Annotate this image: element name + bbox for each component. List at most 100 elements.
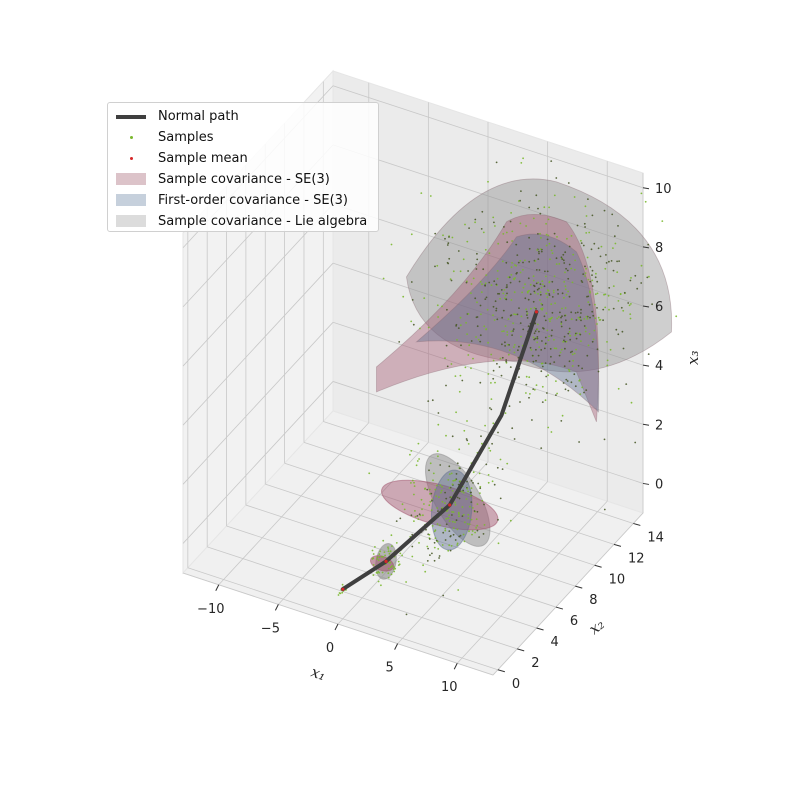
sample-point: [544, 336, 547, 339]
sample-point: [553, 245, 556, 248]
sample-point: [522, 157, 524, 160]
x3-tick-label: 10: [655, 182, 672, 197]
sample-point: [410, 514, 413, 517]
grid-x2-floor: [207, 546, 518, 650]
sample-point: [470, 479, 473, 482]
sample-point: [485, 296, 488, 299]
sample-point: [546, 392, 548, 394]
sample-point: [546, 296, 549, 298]
sample-point: [567, 290, 569, 293]
sample-point: [461, 515, 464, 517]
sample-point: [564, 319, 567, 322]
sample-point: [450, 279, 453, 282]
sample-point: [466, 480, 468, 483]
sample-point: [492, 369, 495, 372]
sample-point: [550, 303, 553, 306]
x1-tick-label: 5: [385, 661, 393, 676]
grid-lines: [182, 81, 644, 676]
sample-point: [581, 386, 584, 389]
sample-point: [520, 162, 523, 164]
sample-point: [550, 355, 552, 358]
sample-point: [411, 299, 414, 301]
sample-point: [520, 190, 522, 193]
sample-point: [496, 362, 498, 365]
sample-point: [437, 423, 440, 426]
sample-point: [538, 250, 540, 253]
sample-point: [524, 297, 527, 300]
sample-point: [395, 520, 398, 522]
grid-x3-back: [332, 203, 644, 307]
sample-point: [587, 198, 589, 201]
sample-point: [648, 275, 650, 278]
x2-axis-label: x₂: [585, 615, 607, 638]
sample-point: [376, 572, 379, 574]
sample-point: [608, 308, 610, 311]
sample-point: [416, 515, 419, 517]
sample-point: [551, 252, 554, 255]
sample-point: [591, 340, 594, 343]
sample-point: [560, 325, 563, 328]
sample-point: [539, 232, 541, 235]
sample-point: [574, 385, 577, 388]
sample-point: [458, 513, 460, 515]
sample-point: [511, 230, 514, 233]
sample-point: [515, 243, 518, 246]
sample-point: [492, 216, 495, 219]
sample-point: [479, 340, 482, 343]
sample-point: [627, 302, 630, 304]
sample-point: [584, 330, 587, 333]
sample-point: [602, 319, 604, 322]
sample-point: [628, 304, 631, 307]
sample-point: [445, 517, 448, 520]
sample-point: [452, 270, 455, 273]
sample-point: [478, 472, 481, 475]
sample-point: [419, 327, 421, 330]
sample-point: [613, 235, 616, 238]
sample-point: [546, 238, 549, 241]
legend: Normal path Samples Sample mean Sample c…: [107, 102, 379, 232]
sample-point: [475, 518, 478, 521]
sample-point: [510, 273, 513, 276]
sample-point: [423, 297, 426, 299]
sample-point: [374, 546, 376, 548]
sample-point: [462, 489, 465, 492]
sample-point: [499, 357, 502, 360]
sample-point: [597, 247, 600, 250]
sample-point: [587, 344, 590, 347]
sample-points: [337, 157, 678, 616]
sample-point: [592, 314, 595, 317]
sample-point: [538, 269, 541, 271]
sample-point: [616, 271, 619, 274]
sample-point: [548, 206, 550, 209]
sample-point: [427, 326, 430, 329]
sample-point: [475, 263, 478, 266]
x3-tick-label: 8: [655, 241, 663, 256]
sample-point: [578, 305, 580, 307]
sample-point: [472, 482, 474, 484]
sample-point: [436, 523, 439, 525]
sample-point: [422, 564, 424, 567]
sample-point: [553, 275, 556, 278]
sample-point: [553, 194, 556, 197]
sample-point: [496, 277, 499, 280]
sample-point: [574, 312, 577, 314]
sample-point: [612, 269, 615, 272]
sample-point: [401, 554, 403, 557]
sample-point: [459, 467, 461, 470]
sample-point: [591, 279, 594, 282]
sample-point: [492, 422, 495, 425]
sample-point: [560, 420, 563, 422]
sample-point: [439, 464, 442, 466]
sample-point: [403, 508, 406, 511]
sample-point: [563, 339, 565, 342]
sample-point: [536, 288, 539, 291]
sample-point: [556, 236, 558, 238]
sample-point: [559, 351, 562, 354]
sample-point: [392, 568, 395, 570]
sample-point: [575, 337, 578, 340]
sample-point: [634, 441, 637, 444]
sample-point: [521, 291, 523, 294]
sample-point: [377, 559, 380, 562]
sample-point: [593, 329, 596, 332]
sample-point: [532, 300, 535, 303]
